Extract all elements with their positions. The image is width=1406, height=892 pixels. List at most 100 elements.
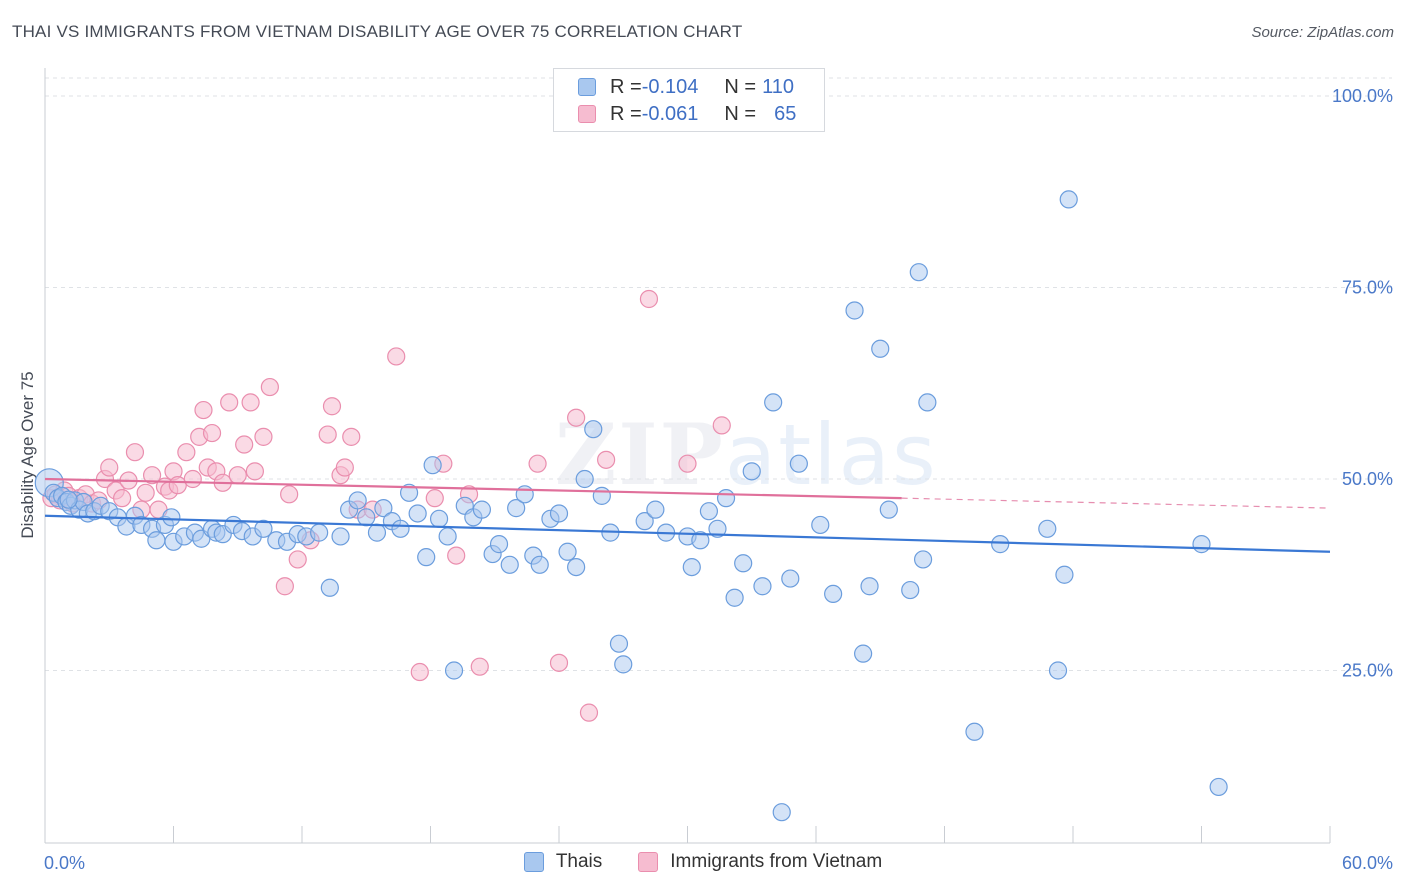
y-tick-label: 50.0% (1342, 469, 1393, 489)
trend-line-immigrants (44, 477, 902, 500)
point-thais (742, 462, 761, 481)
series-legend: Thais Immigrants from Vietnam (0, 851, 1406, 873)
point-thais (472, 500, 491, 519)
point-thais (515, 485, 534, 504)
point-immigrants (342, 427, 361, 446)
point-thais (781, 569, 800, 588)
legend-n-label: N = (724, 75, 757, 98)
point-immigrants (288, 550, 307, 569)
point-thais (691, 531, 710, 550)
point-thais (699, 502, 719, 521)
point-immigrants (202, 423, 222, 443)
point-immigrants (275, 577, 294, 596)
point-thais (1059, 190, 1078, 209)
point-thais (609, 634, 629, 653)
point-immigrants (322, 397, 342, 416)
trend-lines (44, 477, 1331, 553)
point-thais (162, 508, 181, 527)
legend-swatch-immigrants (578, 105, 596, 123)
chart-source: Source: ZipAtlas.com (1251, 24, 1394, 41)
point-thais (575, 469, 594, 489)
point-thais (444, 661, 464, 680)
legend-swatch-thais (523, 852, 544, 872)
legend-n-label: N = (724, 102, 757, 125)
point-immigrants (177, 443, 196, 462)
legend-n-value: 65 (774, 102, 797, 125)
point-thais (399, 483, 419, 502)
point-thais (965, 722, 984, 741)
point-thais (1048, 661, 1068, 680)
point-immigrants (318, 425, 337, 444)
legend-r-label: R = (610, 102, 642, 125)
point-thais (147, 531, 166, 550)
point-immigrants (567, 408, 586, 427)
legend-label-immigrants: Immigrants from Vietnam (670, 851, 883, 872)
point-thais (918, 393, 937, 412)
point-thais (991, 535, 1010, 554)
legend-label-thais: Thais (555, 851, 603, 872)
y-tick-label: 25.0% (1342, 661, 1393, 681)
point-thais (367, 523, 387, 542)
point-thais (429, 509, 449, 528)
point-thais (879, 500, 898, 519)
point-immigrants (447, 546, 466, 565)
point-thais (549, 504, 569, 523)
trend-line-thais (44, 514, 1331, 553)
point-immigrants (241, 393, 260, 412)
point-immigrants (410, 662, 429, 682)
point-thais (530, 555, 549, 574)
point-immigrants (528, 454, 547, 473)
point-immigrants (235, 435, 254, 454)
point-thais (558, 542, 577, 561)
point-immigrants (100, 458, 119, 477)
point-thais (734, 554, 753, 573)
point-thais (59, 490, 78, 509)
point-immigrants (387, 347, 406, 366)
legend-item-immigrants: Immigrants from Vietnam (638, 851, 882, 873)
point-thais (860, 577, 879, 596)
point-thais (489, 535, 509, 554)
point-immigrants (549, 653, 569, 672)
y-tick-label: 75.0% (1342, 278, 1393, 298)
point-thais (592, 486, 611, 505)
point-thais (423, 456, 442, 475)
point-thais (845, 301, 864, 320)
legend-r-value: -0.061 (641, 102, 699, 125)
x-tick-label: 0.0% (44, 853, 85, 873)
point-thais (789, 454, 808, 473)
legend-r-label: R = (610, 75, 642, 98)
point-immigrants (470, 657, 489, 676)
point-thais (567, 557, 586, 577)
legend-n-value: 110 (762, 75, 794, 98)
point-thais (438, 527, 457, 546)
point-immigrants (260, 377, 279, 397)
point-thais (310, 523, 329, 542)
point-thais (635, 512, 654, 531)
point-immigrants (712, 416, 731, 435)
point-immigrants (254, 427, 273, 446)
point-thais (764, 393, 783, 412)
legend-r-value: -0.104 (641, 75, 699, 98)
x-tick-label: 60.0% (1342, 853, 1393, 873)
point-thais (1209, 777, 1228, 797)
point-thais (716, 489, 736, 508)
point-thais (725, 588, 744, 607)
legend-item-thais: Thais (523, 851, 603, 873)
point-thais (772, 803, 791, 822)
legend-row-immigrants: R = -0.061 N = 65 (578, 102, 796, 126)
point-immigrants (678, 454, 697, 473)
point-thais (391, 519, 410, 538)
point-immigrants (183, 469, 202, 489)
tick-labels: 25.0% 50.0% 75.0% 100.0% 0.0% 60.0% (44, 86, 1393, 873)
point-thais (871, 339, 890, 358)
point-thais (854, 644, 873, 663)
point-thais (646, 500, 665, 519)
point-thais (348, 491, 367, 510)
point-thais (408, 504, 427, 523)
point-thais (500, 555, 519, 574)
point-thais (614, 655, 633, 674)
grid-lines (45, 77, 1392, 671)
point-immigrants (136, 483, 155, 502)
series-thais-points (34, 190, 1228, 822)
